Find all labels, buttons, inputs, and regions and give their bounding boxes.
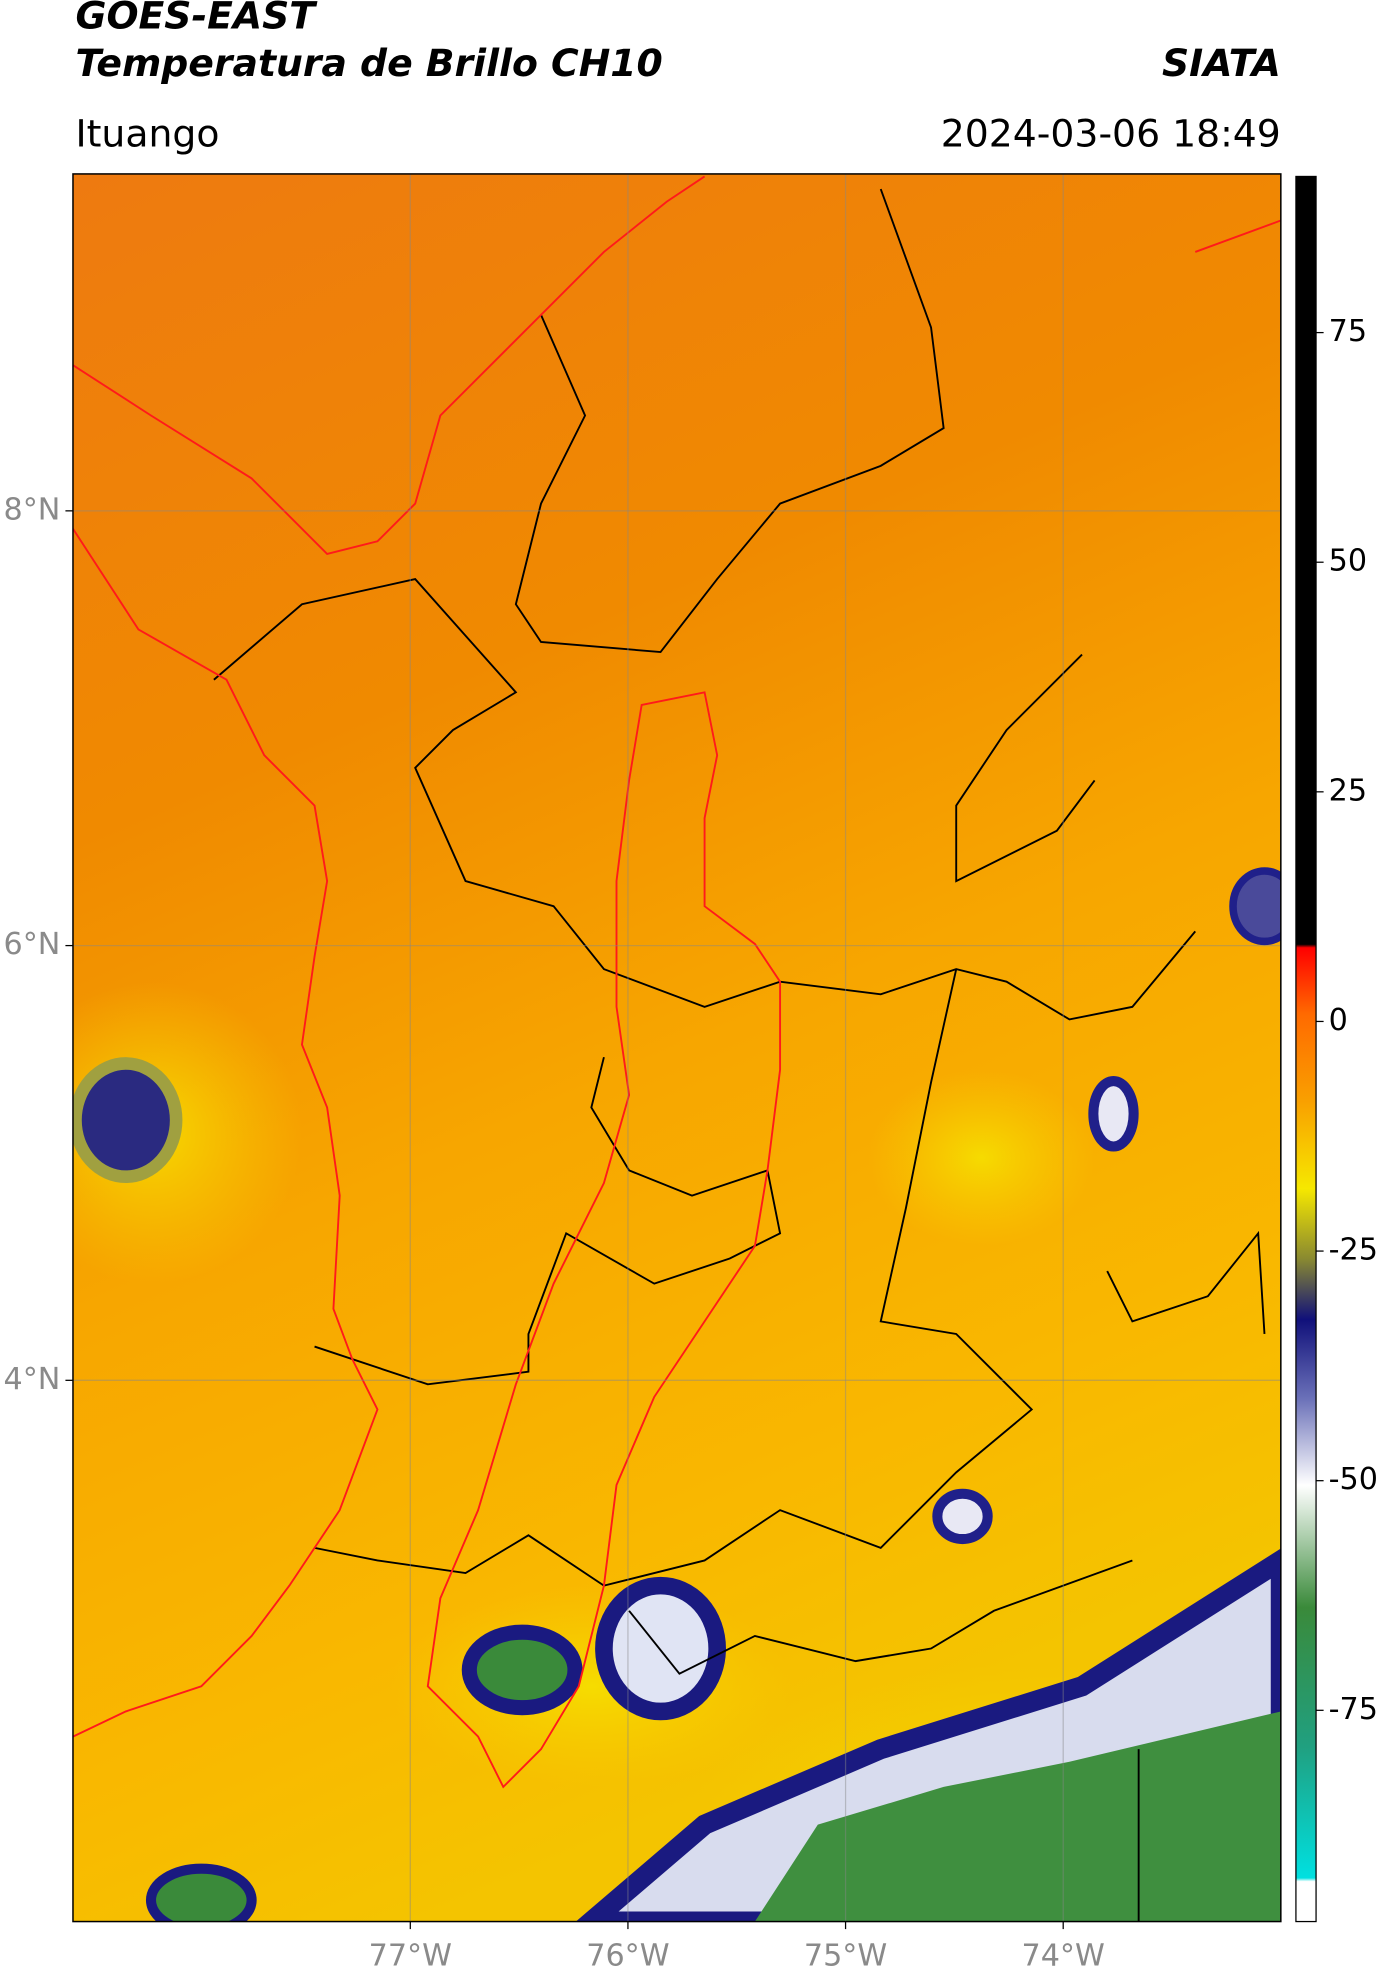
source: SIATA	[1162, 41, 1281, 85]
subtitle: Temperatura de Brillo CH10	[75, 41, 662, 85]
colorbar-label: 75	[1329, 314, 1367, 349]
x-tick-label: 77°W	[369, 1938, 452, 1973]
map-frame	[72, 173, 1282, 1923]
location: Ituango	[75, 112, 219, 156]
y-tick-label: 6°N	[4, 927, 61, 962]
colorbar-label: 25	[1329, 773, 1367, 808]
y-tick-label: 8°N	[4, 492, 61, 527]
map-image	[72, 173, 1281, 1922]
colorbar	[1295, 175, 1317, 1923]
y-tick-label: 4°N	[4, 1362, 61, 1397]
title: GOES-EAST	[75, 0, 318, 37]
x-tick-label: 76°W	[586, 1938, 669, 1973]
x-tick-label: 74°W	[1022, 1938, 1105, 1973]
colorbar-label: 0	[1329, 1003, 1348, 1038]
colorbar-label: -50	[1329, 1462, 1378, 1497]
colorbar-label: 50	[1329, 544, 1367, 579]
colorbar-label: -25	[1329, 1233, 1378, 1268]
grid	[72, 173, 1281, 1922]
colorbar-label: -75	[1329, 1692, 1378, 1727]
x-tick-label: 75°W	[804, 1938, 887, 1973]
timestamp: 2024-03-06 18:49	[941, 112, 1281, 156]
